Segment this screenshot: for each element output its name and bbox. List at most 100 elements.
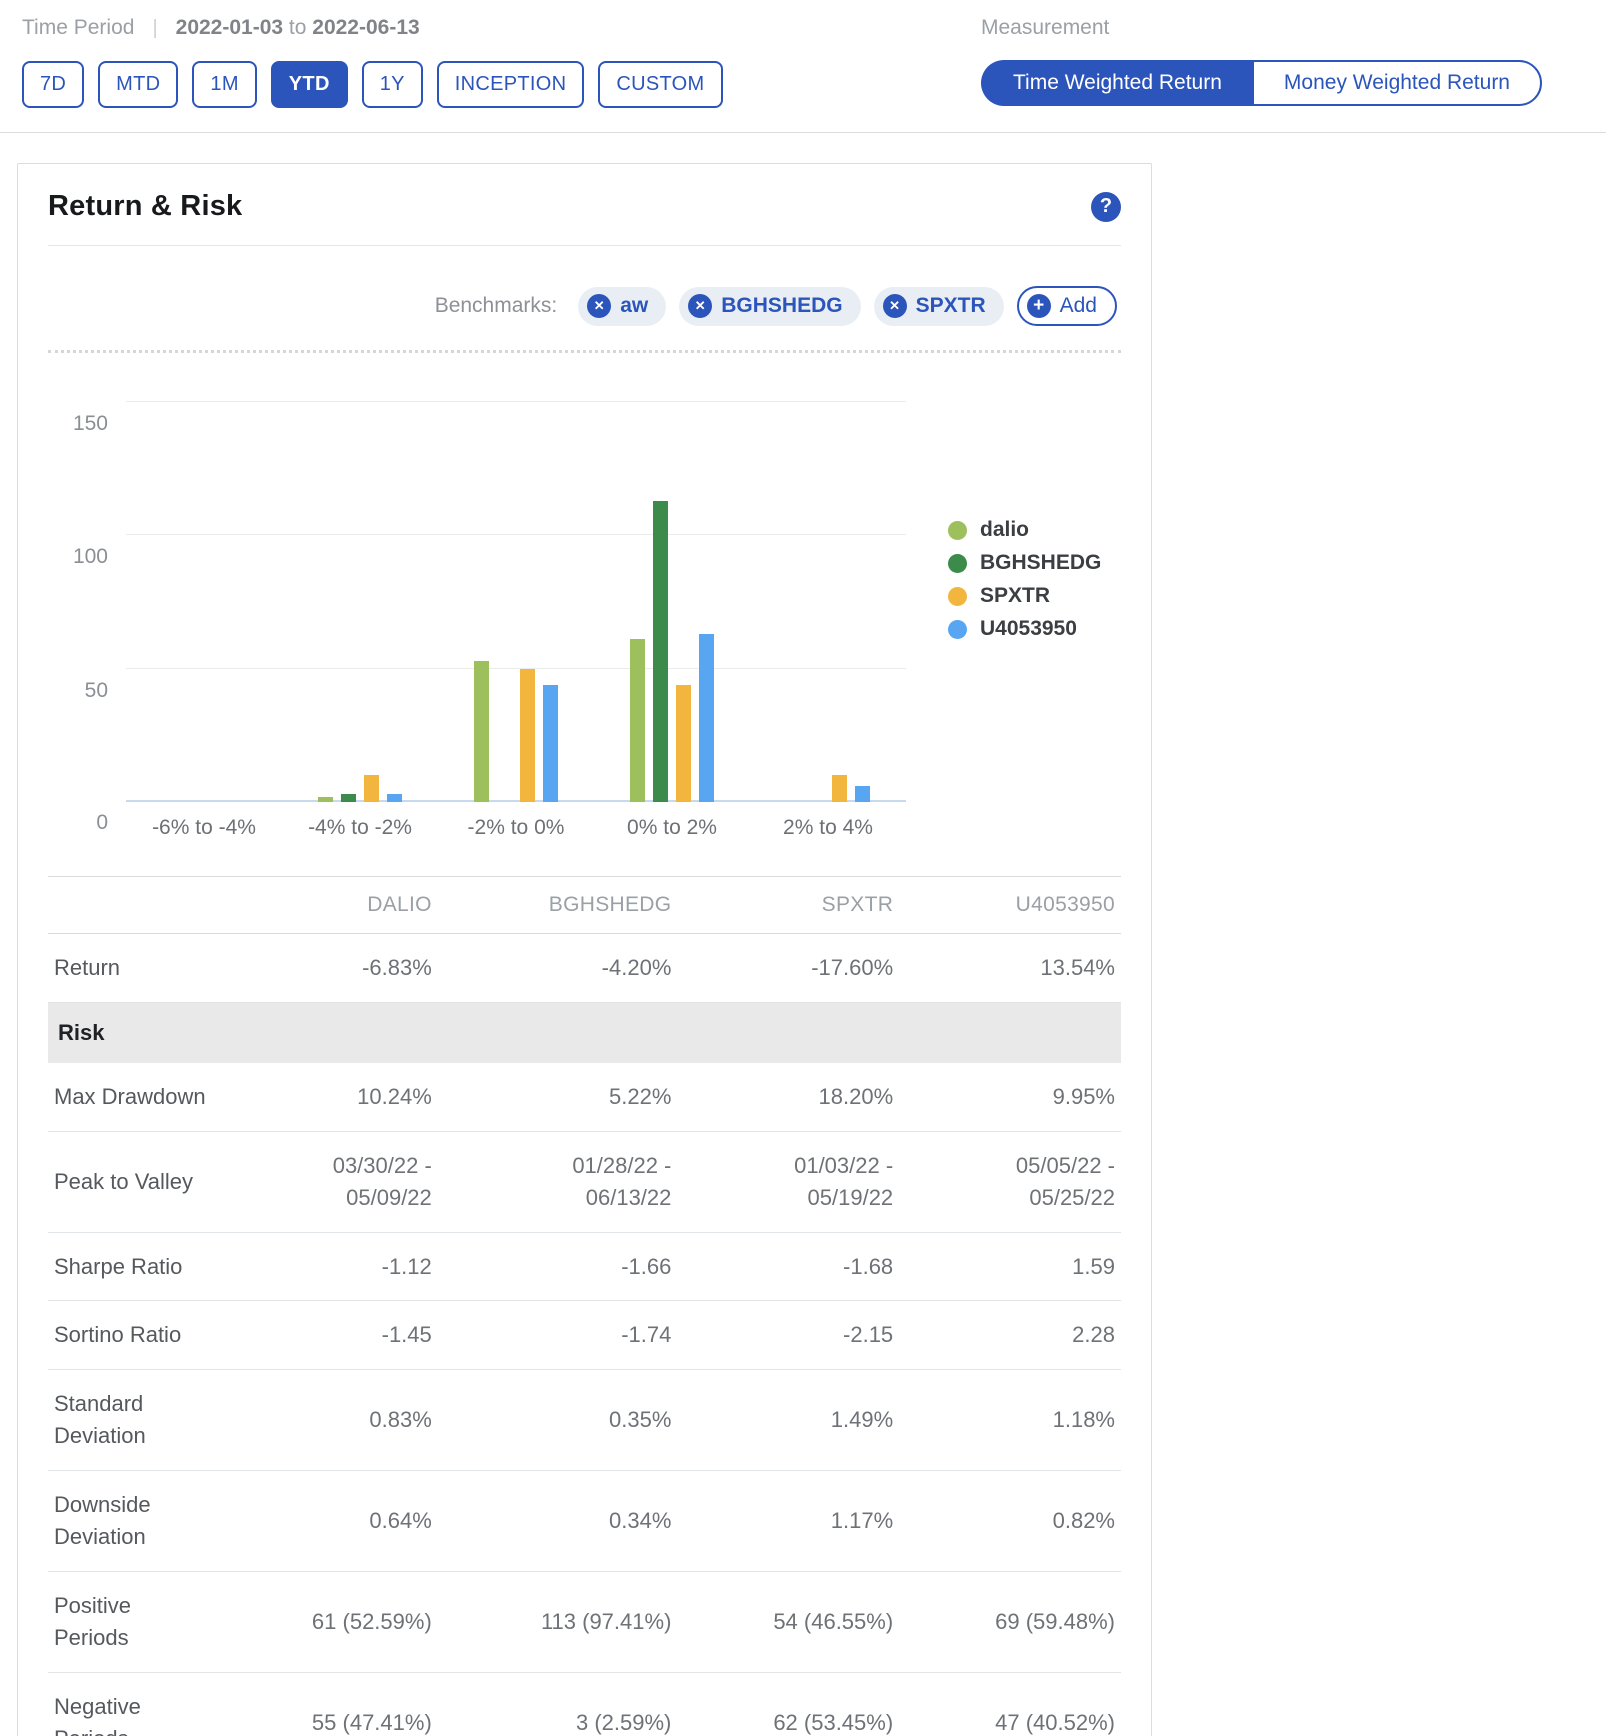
bar-group-0-to-2 [594,375,750,802]
cell-value: 2.28 [1072,1322,1115,1348]
time-period-group: Time Period | 2022-01-03 to 2022-06-13 7… [22,16,723,108]
period-buttons: 7D MTD 1M YTD 1Y INCEPTION CUSTOM [22,61,723,108]
period-button-inception[interactable]: INCEPTION [436,61,585,108]
benchmark-chip-aw[interactable]: ✕ aw [578,286,667,326]
benchmark-chip-bghshedg[interactable]: ✕ BGHSHEDG [679,286,861,326]
table-row-negative-periods: Negative Periods 55 (47.41%) 3 (2.59%) 62 (… [48,1672,1121,1736]
legend-label: dalio [980,518,1030,541]
toolbar-divider [0,132,1606,133]
table-row-max-drawdown: Max Drawdown 10.24% 5.22% 18.20% 9.95% [48,1063,1121,1132]
y-axis-tick: 150 [72,412,108,435]
x-axis-label: -6% to -4% [152,816,256,839]
row-label: Positive Periods [54,1592,132,1650]
table-row-standard-deviation: Standard Deviation 0.83% 0.35% 1.49% 1.18% [48,1370,1121,1471]
legend-item-dalio[interactable]: dalio [948,518,1101,542]
x-axis-baseline: 0 [96,800,906,834]
remove-benchmark-icon[interactable]: ✕ [688,294,713,318]
cell-value: -2.15 [843,1322,894,1348]
section-header-risk: Risk [48,1002,1121,1063]
period-button-mtd[interactable]: MTD [98,61,179,108]
bar-dalio [630,639,645,802]
add-benchmark-button[interactable]: + Add [1016,286,1117,326]
period-button-7d[interactable]: 7D [22,61,85,108]
benchmark-chip-label: aw [620,294,649,317]
table-row-sortino-ratio: Sortino Ratio -1.45 -1.74 -2.15 2.28 [48,1301,1121,1370]
gridline: 100 [73,534,906,568]
bar-u4053950 [855,786,870,802]
bar-spxtr [364,775,379,802]
table-row-positive-periods: Positive Periods 61 (52.59%) 113 (97.41%) 5… [48,1571,1121,1673]
legend-label: SPXTR [980,584,1051,607]
x-axis-label: -4% to -2% [308,816,412,839]
measurement-option-time-weighted-return[interactable]: Time Weighted Return [980,60,1252,106]
cell-value: 0.35% [609,1407,672,1433]
row-label: Downside Deviation [54,1492,151,1550]
bar-spxtr [520,668,535,802]
cell-value: 1.49% [830,1407,894,1433]
x-axis-label: 0% to 2% [627,816,717,839]
cell-value: 1.17% [830,1508,894,1534]
column-header-spxtr: SPXTR [677,876,900,934]
cell-value: -1.45 [381,1322,432,1348]
cell-value: 0.83% [369,1407,432,1433]
add-benchmark-label: Add [1059,294,1097,317]
bar-groups [126,375,906,802]
legend-item-bghshedg[interactable]: BGHSHEDG [948,551,1101,575]
row-label: Negative Periods [54,1693,141,1736]
row-label: Peak to Valley [54,1168,194,1194]
measurement-option-money-weighted-return[interactable]: Money Weighted Return [1251,60,1542,106]
benchmark-chip-label: SPXTR [915,294,986,317]
cell-value: 0.82% [1052,1508,1115,1534]
cell-value: 113 (97.41%) [540,1608,672,1634]
row-label: Standard Deviation [54,1391,146,1449]
x-axis-label: 2% to 4% [783,816,873,839]
cell-value: 69 (59.48%) [995,1608,1115,1634]
top-toolbar: Time Period | 2022-01-03 to 2022-06-13 7… [0,0,1606,108]
page-title: Return & Risk [48,190,243,222]
table-header-row: DALIO BGHSHEDG SPXTR U4053950 [48,876,1121,934]
measurement-label: Measurement [980,16,1110,39]
date-start: 2022-01-03 [175,16,284,39]
date-connector: to [288,16,307,39]
bar-spxtr [676,684,691,802]
cell-value: -1.68 [843,1253,894,1279]
legend-dot-icon [948,520,967,540]
legend-label: U4053950 [980,617,1077,640]
measurement-group: Measurement Time Weighted Return Money We… [980,16,1584,108]
period-button-custom[interactable]: CUSTOM [598,61,723,108]
benchmarks-label: Benchmarks: [434,294,558,317]
remove-benchmark-icon[interactable]: ✕ [587,294,612,318]
help-icon[interactable]: ? [1091,191,1121,222]
legend-dot-icon [948,553,967,573]
plot-wrap: 0 50 100 150 -6% to -4% -4% to -2% -2% to 0% 0… [48,375,906,840]
cell-value: 0.64% [369,1508,432,1534]
table-row-sharpe-ratio: Sharpe Ratio -1.12 -1.66 -1.68 1.59 [48,1232,1121,1301]
cell-value: 1.18% [1052,1407,1115,1433]
benchmark-chip-spxtr[interactable]: ✕ SPXTR [873,286,1004,326]
cell-value: 55 (47.41%) [311,1709,432,1735]
legend-item-spxtr[interactable]: SPXTR [948,584,1101,608]
remove-benchmark-icon[interactable]: ✕ [882,294,907,318]
row-label: Max Drawdown [54,1083,206,1109]
time-period-label: Time Period [22,16,135,39]
y-axis-tick: 0 [96,811,108,834]
plus-circle-icon: + [1026,294,1051,318]
legend-item-u4053950[interactable]: U4053950 [948,617,1101,641]
bar-u4053950 [387,794,402,802]
date-end: 2022-06-13 [312,16,420,39]
cell-value: -1.66 [621,1253,672,1279]
table-row-return: Return -6.83% -4.20% -17.60% 13.54% [48,934,1121,1003]
period-button-1m[interactable]: 1M [192,61,257,108]
legend-dot-icon [948,586,967,606]
cell-value: 01/28/22 - 06/13/22 [572,1152,672,1210]
cell-value: -17.60% [811,955,894,980]
period-button-1y[interactable]: 1Y [361,61,423,108]
period-button-ytd[interactable]: YTD [270,61,348,108]
cell-value: 05/05/22 - 05/25/22 [1015,1152,1115,1210]
time-period-value: 2022-01-03 to 2022-06-13 [176,16,420,40]
cell-value: 18.20% [818,1083,894,1109]
benchmark-chip-label: BGHSHEDG [721,294,843,317]
gridline: 150 [73,401,906,435]
cell-value: 01/03/22 - 05/19/22 [794,1152,894,1210]
return-risk-table: DALIO BGHSHEDG SPXTR U4053950 Return -6.83% -… [48,876,1121,1736]
